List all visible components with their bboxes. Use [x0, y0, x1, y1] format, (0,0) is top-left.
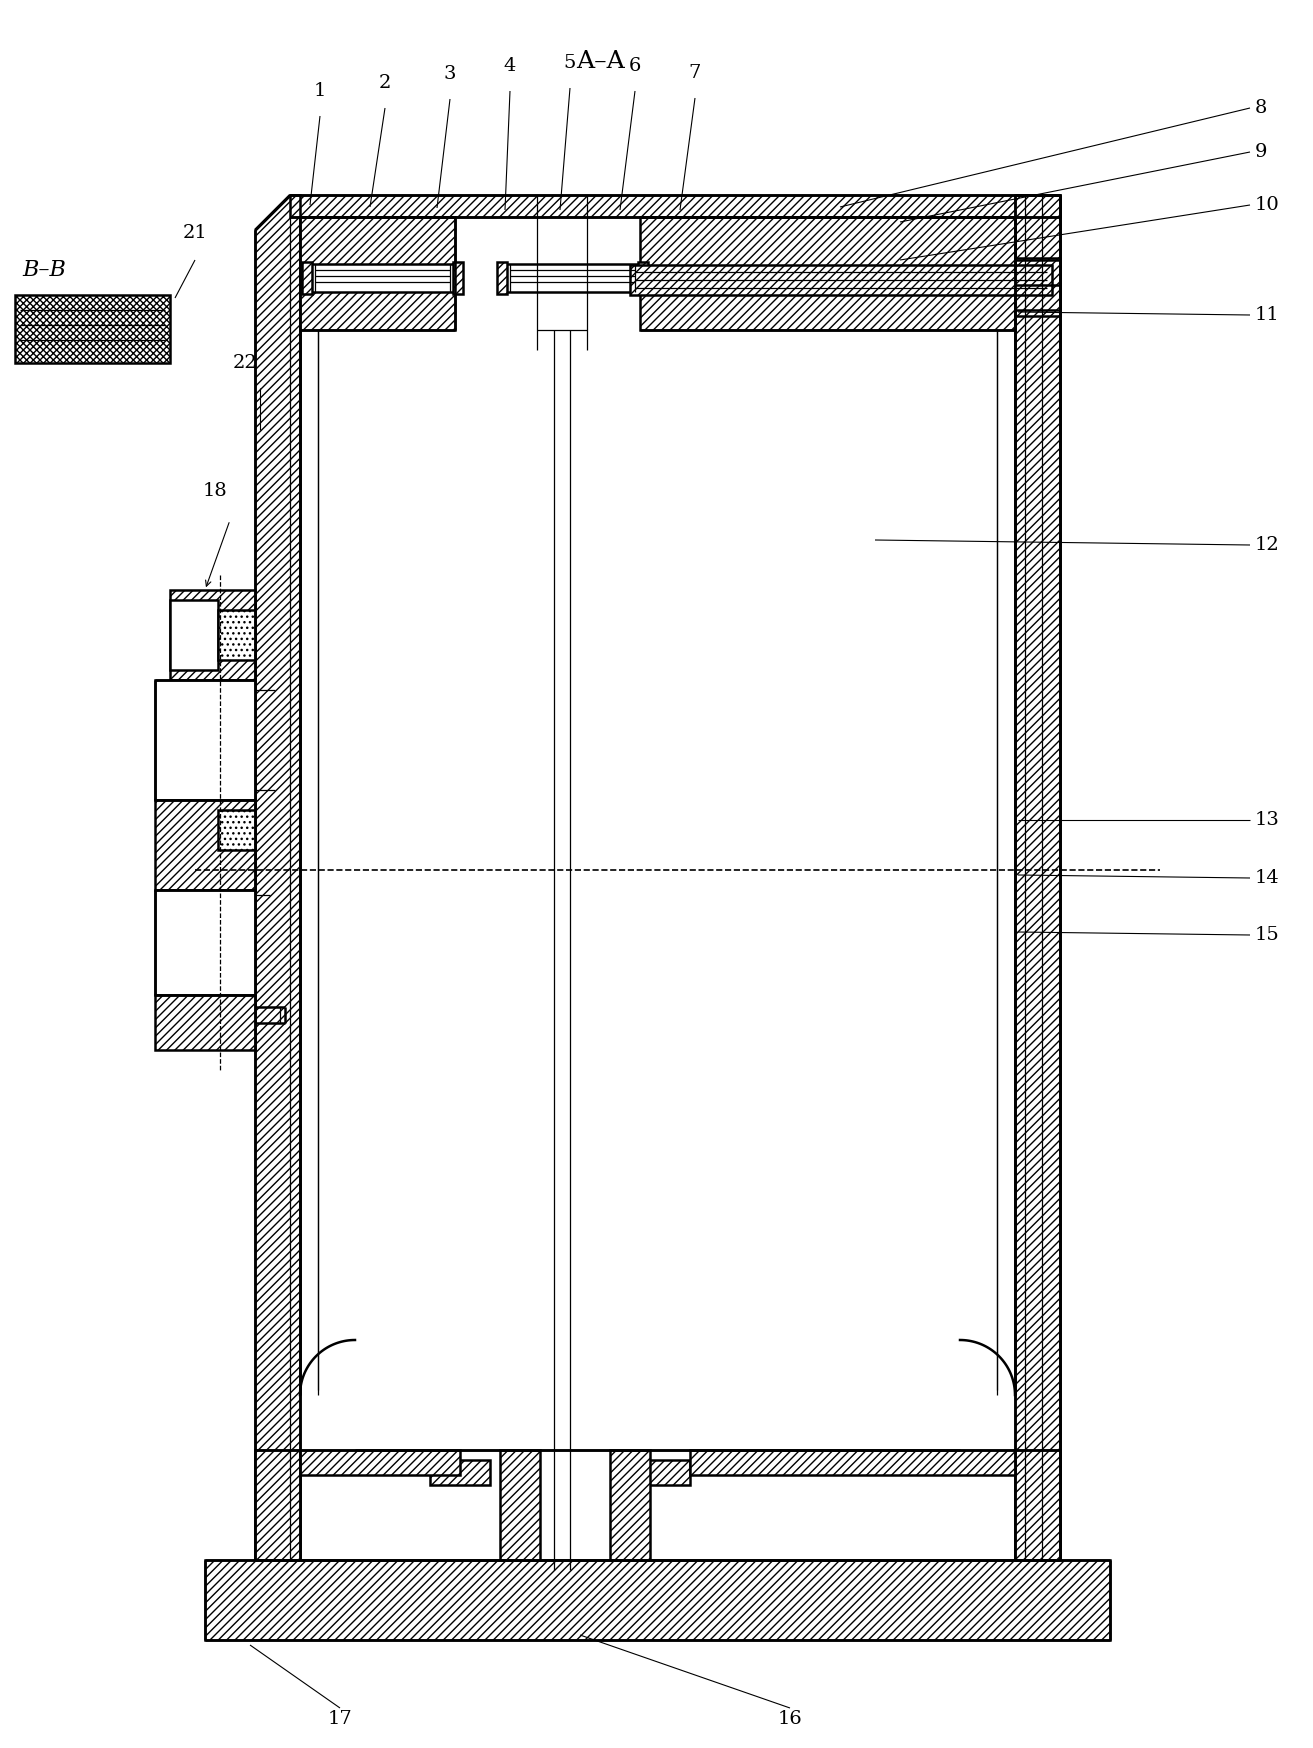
Bar — [638, 262, 649, 294]
Bar — [302, 262, 312, 294]
Polygon shape — [218, 809, 255, 850]
Bar — [155, 890, 255, 995]
Text: 3: 3 — [444, 65, 456, 82]
Text: 4: 4 — [504, 58, 516, 75]
Bar — [630, 266, 1052, 295]
Bar — [310, 264, 456, 292]
Bar — [506, 264, 639, 292]
Text: 15: 15 — [1255, 926, 1280, 944]
Text: A–A: A–A — [575, 51, 625, 73]
Bar — [155, 680, 255, 801]
Text: B–B: B–B — [22, 259, 66, 281]
Text: 22: 22 — [232, 355, 257, 372]
Polygon shape — [255, 196, 299, 1559]
Bar — [155, 995, 255, 1051]
Bar — [1015, 259, 1060, 316]
Bar — [611, 1451, 650, 1559]
Text: 6: 6 — [629, 58, 641, 75]
Text: 9: 9 — [1255, 143, 1267, 161]
Bar — [255, 1451, 299, 1559]
Polygon shape — [218, 610, 255, 661]
Bar — [691, 1451, 1015, 1475]
Bar — [205, 1559, 1109, 1640]
Text: 7: 7 — [689, 65, 701, 82]
Bar — [299, 217, 456, 330]
Text: 16: 16 — [777, 1710, 802, 1729]
Bar — [639, 217, 1015, 330]
Bar — [155, 801, 255, 890]
Text: 13: 13 — [1255, 811, 1280, 829]
Bar — [429, 1460, 490, 1486]
Bar — [299, 1451, 460, 1475]
Bar — [630, 1460, 691, 1486]
Bar — [169, 600, 218, 669]
Text: 2: 2 — [379, 73, 391, 93]
Text: 17: 17 — [328, 1710, 352, 1729]
Bar — [1015, 196, 1060, 1559]
Text: 18: 18 — [202, 482, 227, 500]
Text: 11: 11 — [1255, 306, 1280, 323]
Bar — [453, 262, 463, 294]
Text: 8: 8 — [1255, 100, 1267, 117]
Bar — [1015, 1451, 1060, 1559]
Text: 5: 5 — [563, 54, 576, 72]
Bar — [169, 591, 255, 680]
Bar — [500, 1451, 540, 1559]
Text: 12: 12 — [1255, 537, 1280, 554]
Bar — [498, 262, 507, 294]
Bar — [290, 196, 1060, 217]
Text: 14: 14 — [1255, 869, 1280, 886]
Text: 1: 1 — [314, 82, 326, 100]
Text: 21: 21 — [183, 224, 207, 241]
Bar — [14, 295, 169, 364]
Text: 10: 10 — [1255, 196, 1280, 213]
